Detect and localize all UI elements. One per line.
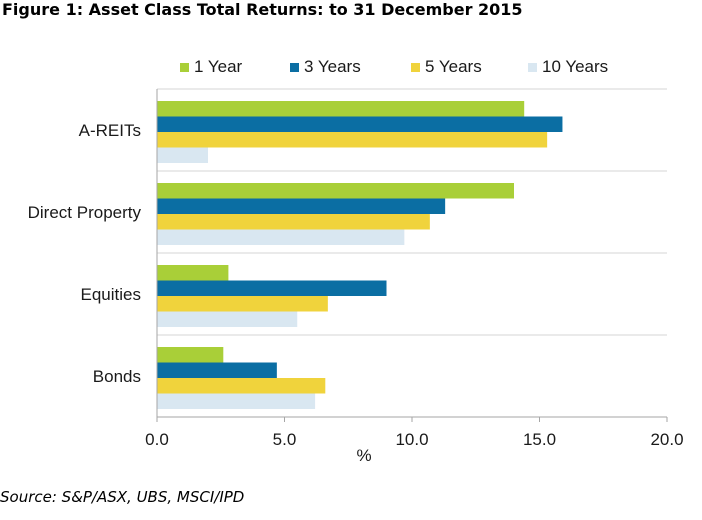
x-tick-label: 10.0 — [395, 430, 428, 449]
bar — [157, 183, 514, 199]
x-tick-label: 15.0 — [523, 430, 556, 449]
x-axis-label: % — [356, 446, 371, 465]
legend-label-3-years: 3 Years — [304, 57, 361, 76]
source-note: Source: S&P/ASX, UBS, MSCI/IPD — [0, 488, 245, 506]
x-tick-label: 20.0 — [650, 430, 683, 449]
legend-swatch-3-years — [290, 62, 299, 72]
bar — [157, 132, 548, 148]
bar — [157, 311, 298, 327]
bar — [157, 378, 326, 394]
category-label: Bonds — [93, 367, 141, 386]
bar — [157, 347, 224, 363]
bar — [157, 214, 430, 230]
bar — [157, 198, 446, 214]
legend-item-3-years: 3 Years — [290, 56, 361, 78]
legend-swatch-10-years — [528, 62, 537, 72]
x-tick-label: 5.0 — [273, 430, 297, 449]
bar — [157, 362, 277, 378]
category-label: A-REITs — [79, 121, 141, 140]
bar — [157, 296, 328, 312]
legend-item-5-years: 5 Years — [411, 56, 482, 78]
legend-swatch-1-year — [180, 62, 189, 72]
legend-item-10-years: 10 Years — [528, 56, 608, 78]
category-label: Direct Property — [28, 203, 142, 222]
bar-chart: A-REITs Direct Property Equities Bonds 0.0 5.… — [28, 88, 684, 465]
figure-title: Figure 1: Asset Class Total Returns: to … — [2, 0, 523, 19]
bar — [157, 101, 525, 117]
bar — [157, 229, 405, 245]
legend-label-5-years: 5 Years — [425, 57, 482, 76]
legend-label-10-years: 10 Years — [542, 57, 609, 76]
bar — [157, 393, 316, 409]
bar — [157, 147, 208, 163]
bar — [157, 265, 229, 281]
legend-swatch-5-years — [411, 62, 420, 72]
bar — [157, 116, 563, 132]
legend-label-1-year: 1 Year — [194, 57, 243, 76]
legend-item-1-year: 1 Year — [180, 56, 242, 78]
bar — [157, 280, 387, 296]
chart-legend: 1 Year 3 Years 5 Years 10 Years — [0, 56, 702, 78]
x-tick-label: 0.0 — [145, 430, 169, 449]
category-label: Equities — [81, 285, 141, 304]
